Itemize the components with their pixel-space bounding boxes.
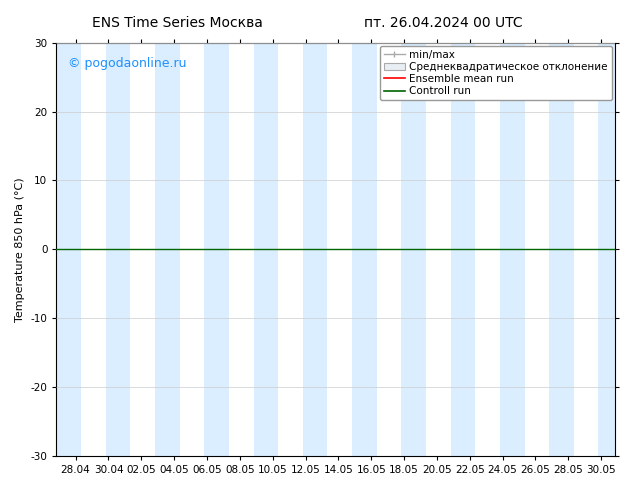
- Bar: [500, 43, 524, 456]
- Text: © pogodaonline.ru: © pogodaonline.ru: [68, 57, 186, 70]
- Bar: [451, 43, 476, 456]
- Legend: min/max, Среднеквадратическое отклонение, Ensemble mean run, Controll run: min/max, Среднеквадратическое отклонение…: [380, 46, 612, 100]
- Bar: [401, 43, 426, 456]
- Text: ENS Time Series Москва: ENS Time Series Москва: [92, 16, 263, 30]
- Bar: [598, 43, 623, 456]
- Text: пт. 26.04.2024 00 UTC: пт. 26.04.2024 00 UTC: [365, 16, 523, 30]
- Bar: [303, 43, 327, 456]
- Bar: [204, 43, 229, 456]
- Bar: [254, 43, 278, 456]
- Bar: [155, 43, 179, 456]
- Bar: [56, 43, 81, 456]
- Y-axis label: Temperature 850 hPa (°C): Temperature 850 hPa (°C): [15, 177, 25, 321]
- Bar: [106, 43, 131, 456]
- Bar: [352, 43, 377, 456]
- Bar: [549, 43, 574, 456]
